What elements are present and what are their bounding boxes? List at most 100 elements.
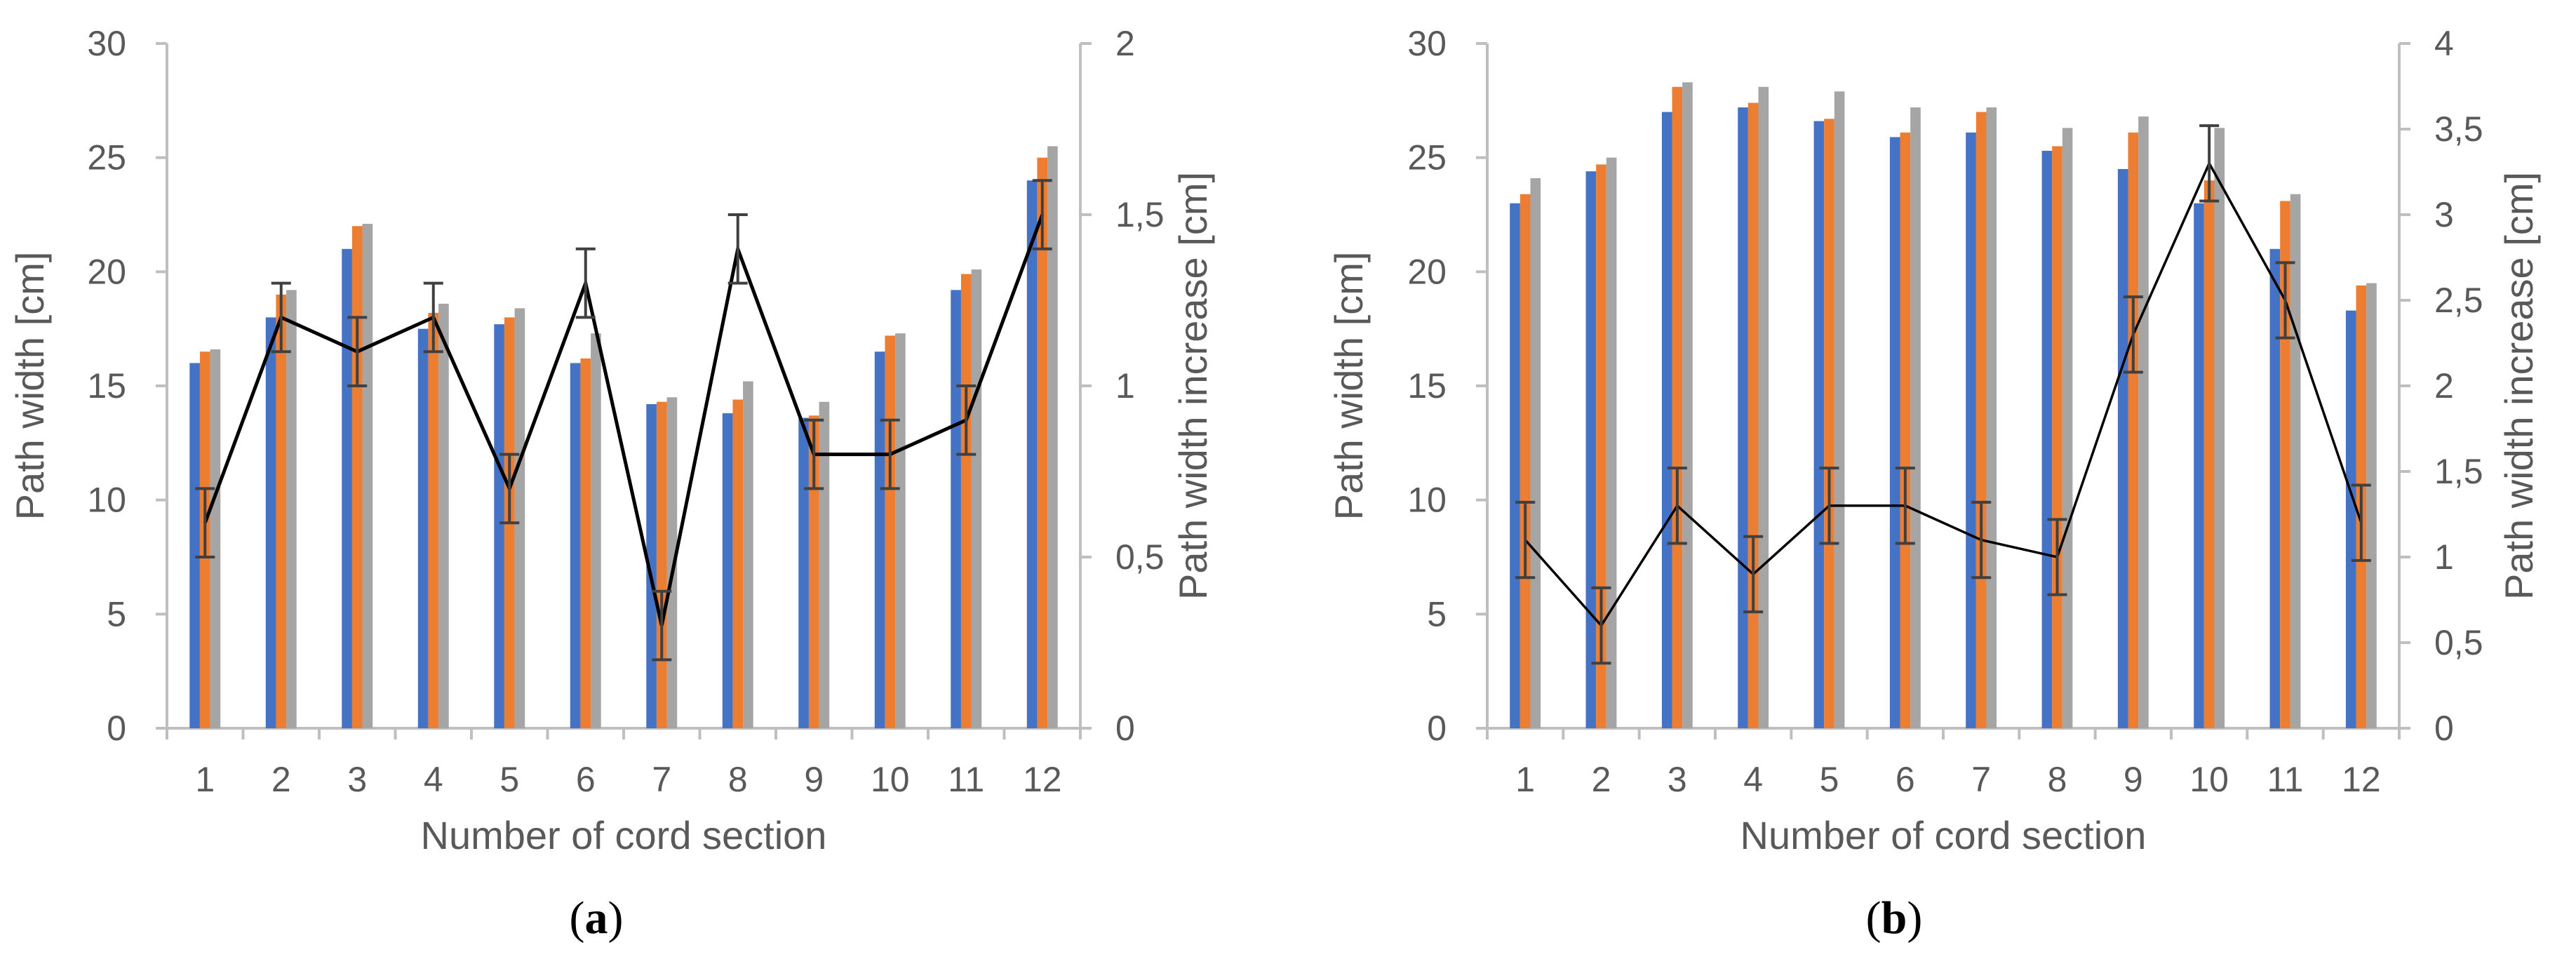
increase-line <box>1524 160 2363 628</box>
bar-series1-section-3 <box>342 248 352 728</box>
bar-series2-section-8 <box>732 399 744 728</box>
x-tick-label: 4 <box>424 760 443 799</box>
bar-series3-section-5 <box>514 308 525 728</box>
bar-series2-section-12 <box>1037 157 1048 728</box>
y-tick-label: 30 <box>1407 24 1447 63</box>
x-tick-label: 3 <box>347 760 367 799</box>
bar-series2-section-10 <box>885 335 896 729</box>
x-tick-label: 8 <box>728 760 748 799</box>
y2-tick-label: 1,5 <box>2434 452 2483 491</box>
panel-label-open-paren: ( <box>570 892 585 944</box>
y2-axis-title: Path width increase [cm] <box>2497 172 2541 600</box>
bar-series1-section-9 <box>2117 168 2128 728</box>
y2-tick-label: 2,5 <box>2434 281 2483 320</box>
y2-tick-label: 2 <box>2434 366 2454 406</box>
error-bar-section-4 <box>423 281 443 354</box>
x-tick-label: 6 <box>576 760 596 799</box>
error-bar-section-11 <box>2275 261 2295 340</box>
panel-label-letter: a <box>585 892 608 944</box>
bar-series1-section-6 <box>1889 137 1900 729</box>
bar-series3-section-6 <box>591 333 601 728</box>
x-tick-label: 10 <box>2189 760 2229 799</box>
bar-series1-section-2 <box>265 317 276 728</box>
bar-series1-section-4 <box>1738 107 1748 729</box>
bar-series3-section-12 <box>2366 283 2377 729</box>
y-tick-label: 15 <box>1407 366 1447 406</box>
bar-series1-section-11 <box>951 290 961 728</box>
bar-series3-section-10 <box>2214 128 2225 728</box>
y-tick-label: 15 <box>87 366 126 406</box>
bar-series2-section-7 <box>1975 112 1987 729</box>
bar-series1-section-12 <box>1026 180 1038 728</box>
y2-tick-label: 4 <box>2434 24 2454 63</box>
bar-series1-section-10 <box>2194 203 2204 728</box>
bar-series1-section-9 <box>798 417 809 728</box>
bar-series2-section-3 <box>1672 86 1683 728</box>
bar-series1-section-5 <box>1813 121 1825 728</box>
bar-series3-section-1 <box>1530 178 1541 729</box>
bar-series2-section-1 <box>1520 194 1531 729</box>
bar-series3-section-5 <box>1834 91 1845 728</box>
error-bar-section-9 <box>2123 295 2143 374</box>
y-tick-label: 25 <box>87 138 126 178</box>
x-tick-label: 5 <box>499 760 519 799</box>
bar-series3-section-4 <box>438 303 449 728</box>
x-tick-label: 3 <box>1668 760 1687 799</box>
y-tick-label: 5 <box>107 594 126 634</box>
bar-series1-section-7 <box>1966 132 1976 728</box>
y2-tick-label: 1,5 <box>1115 195 1165 234</box>
bar-series2-section-11 <box>2280 201 2290 729</box>
error-bar-section-5 <box>1819 467 1839 545</box>
bar-series1-section-1 <box>189 363 200 728</box>
bar-series3-section-8 <box>743 381 753 728</box>
panel-label: (b) <box>1866 892 1923 944</box>
error-bar-section-2 <box>1591 586 1611 665</box>
x-tick-label: 12 <box>1023 760 1062 799</box>
y2-tick-label: 1 <box>2434 537 2454 577</box>
bar-series2-section-3 <box>351 226 363 728</box>
bar-series2-section-9 <box>2128 132 2139 728</box>
y-tick-label: 30 <box>87 24 126 63</box>
bar-series3-section-2 <box>286 290 297 728</box>
bar-series1-section-7 <box>646 404 657 728</box>
error-bar-section-10 <box>2199 124 2220 203</box>
bar-series1-section-5 <box>494 324 504 728</box>
panel-label-close-paren: ) <box>608 892 624 944</box>
bar-series2-section-6 <box>1900 132 1911 728</box>
bar-series3-section-7 <box>1986 107 1997 729</box>
x-tick-label: 11 <box>2267 760 2304 799</box>
error-bar-section-10 <box>880 418 900 490</box>
error-bar-section-8 <box>2047 518 2067 596</box>
bar-series1-section-1 <box>1510 203 1520 728</box>
bar-series2-section-10 <box>2203 180 2215 728</box>
bar-series3-section-2 <box>1606 157 1617 728</box>
y-tick-label: 10 <box>1407 481 1447 520</box>
bar-series3-section-12 <box>1047 146 1058 728</box>
error-bar-section-1 <box>195 487 215 558</box>
bar-series3-section-6 <box>1910 107 1921 729</box>
bar-series1-section-11 <box>2269 248 2281 728</box>
x-tick-label: 4 <box>1743 760 1763 799</box>
bar-series2-section-5 <box>1824 119 1834 729</box>
error-bar-section-1 <box>1515 500 1536 580</box>
bar-series2-section-7 <box>656 401 667 728</box>
bar-series3-section-8 <box>2062 128 2073 728</box>
error-bar-section-2 <box>271 281 291 354</box>
x-tick-label: 1 <box>195 760 215 799</box>
x-tick-label: 8 <box>2048 760 2067 799</box>
panel-label: (a) <box>570 892 624 944</box>
bar-series3-section-4 <box>1758 86 1769 728</box>
error-bar-section-12 <box>1032 179 1052 250</box>
error-bar-section-12 <box>2351 483 2371 562</box>
x-axis-title: Number of cord section <box>1740 813 2147 857</box>
bar-series2-section-2 <box>276 294 287 728</box>
x-tick-label: 1 <box>1515 760 1535 799</box>
y-tick-label: 20 <box>87 252 126 291</box>
x-axis-title: Number of cord section <box>421 813 827 857</box>
x-tick-label: 5 <box>1820 760 1839 799</box>
bar-series1-section-6 <box>570 363 581 728</box>
panel-label-letter: b <box>1881 892 1907 944</box>
bar-series1-section-8 <box>722 413 733 728</box>
